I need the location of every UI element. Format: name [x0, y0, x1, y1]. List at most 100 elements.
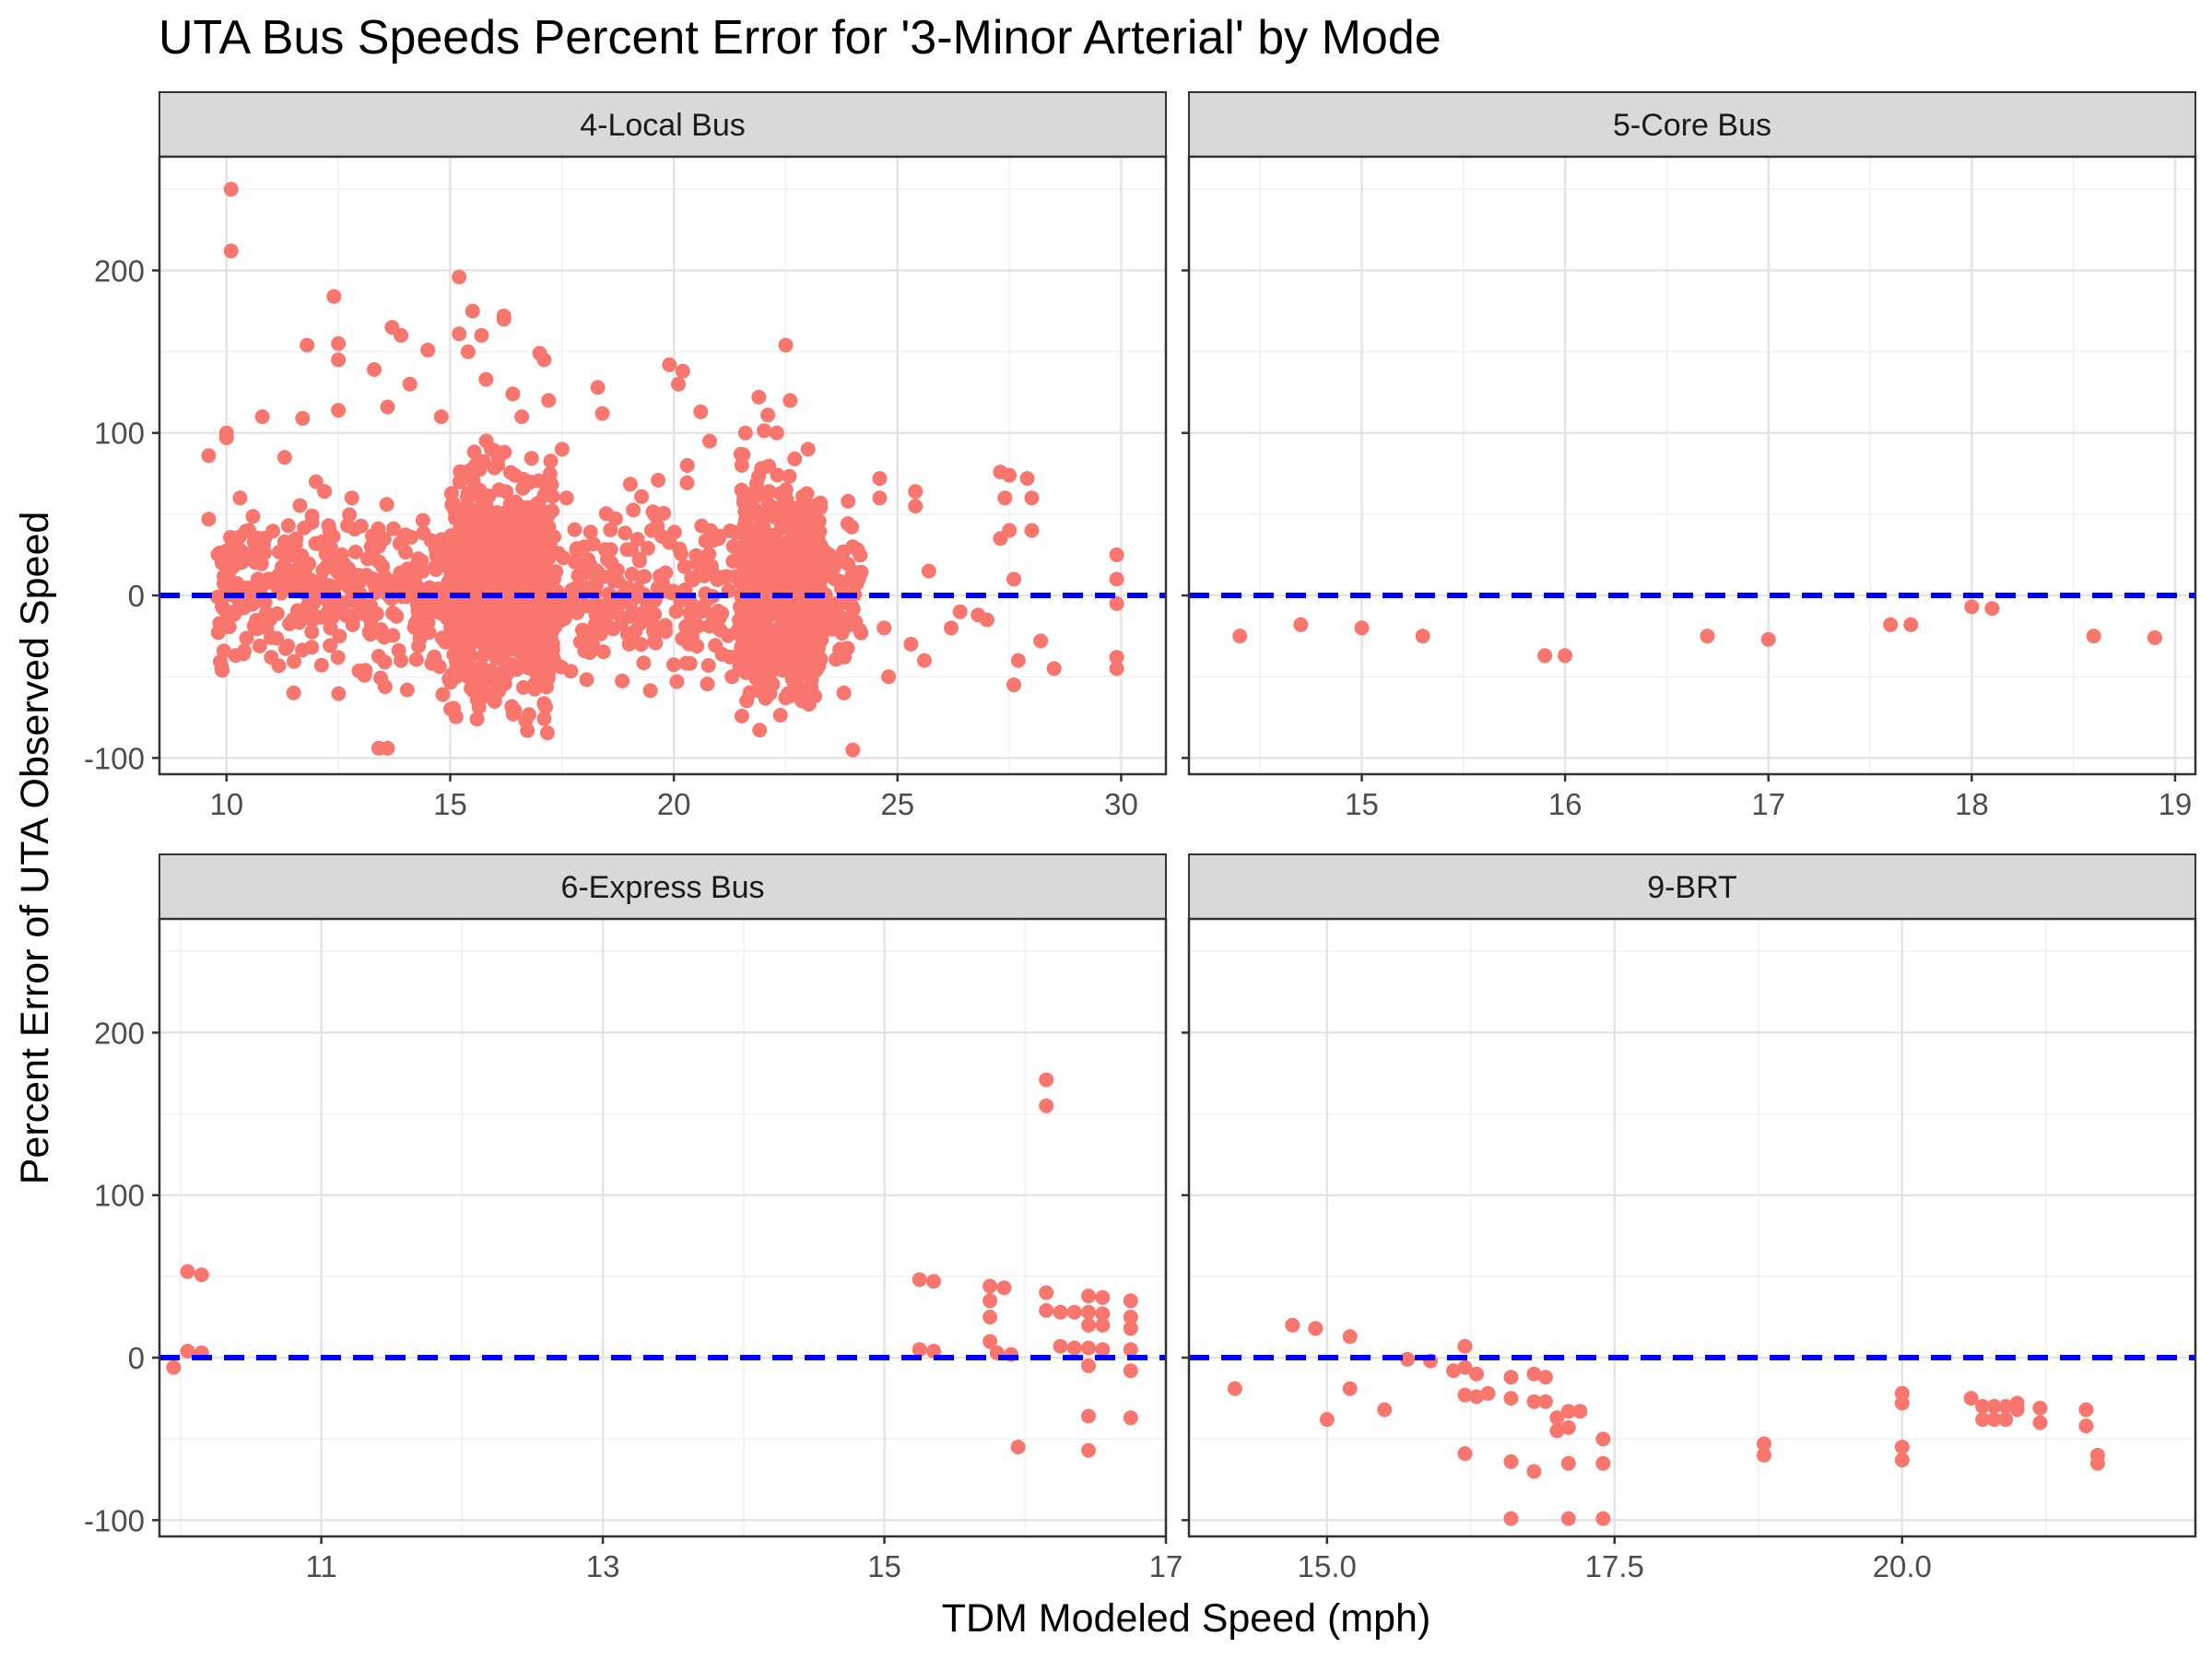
- data-point: [1046, 661, 1062, 677]
- data-point: [254, 409, 270, 425]
- data-point: [723, 649, 738, 665]
- data-point: [877, 620, 892, 636]
- y-tick-label: 0: [128, 579, 145, 613]
- data-point: [926, 1274, 941, 1289]
- data-point: [357, 667, 372, 683]
- data-point: [756, 519, 771, 535]
- data-point: [708, 638, 724, 653]
- data-point: [841, 493, 856, 509]
- data-point: [770, 467, 785, 483]
- data-point: [1081, 1358, 1096, 1373]
- x-tick-label: 15: [433, 787, 467, 821]
- data-point: [484, 531, 500, 547]
- data-point: [402, 376, 418, 392]
- data-point: [385, 628, 401, 643]
- data-point: [1469, 1366, 1484, 1382]
- y-tick-label: 200: [94, 1016, 145, 1050]
- data-point: [594, 406, 610, 421]
- x-tick-label: 18: [1955, 787, 1989, 821]
- data-point: [1549, 1410, 1565, 1426]
- data-point: [347, 544, 363, 559]
- data-point: [484, 441, 499, 457]
- data-point: [1039, 1072, 1054, 1088]
- data-point: [771, 653, 787, 667]
- data-point: [276, 450, 292, 465]
- data-point: [1095, 1342, 1111, 1358]
- data-point: [395, 532, 411, 547]
- data-point: [331, 352, 347, 368]
- data-point: [304, 624, 320, 640]
- data-point: [478, 371, 494, 387]
- data-point: [1285, 1317, 1300, 1333]
- data-point: [642, 683, 658, 699]
- data-point: [758, 487, 773, 502]
- data-point: [340, 518, 356, 534]
- data-point: [412, 630, 428, 646]
- data-point: [559, 490, 574, 506]
- data-point: [469, 712, 485, 727]
- data-point: [1984, 601, 2000, 617]
- y-tick-label: 100: [94, 417, 145, 451]
- data-point: [331, 335, 347, 351]
- data-point: [295, 410, 311, 426]
- data-point: [640, 540, 655, 556]
- data-point: [201, 512, 217, 527]
- data-point: [530, 496, 546, 512]
- data-point: [1293, 617, 1309, 632]
- data-point: [438, 580, 453, 595]
- data-point: [377, 654, 393, 670]
- data-point: [214, 663, 229, 678]
- data-point: [682, 655, 698, 671]
- data-point: [543, 453, 559, 469]
- y-tick-label: 200: [94, 253, 145, 288]
- data-point: [545, 488, 560, 504]
- data-point: [295, 642, 311, 658]
- data-point: [912, 1272, 927, 1288]
- data-point: [801, 697, 817, 712]
- data-point: [557, 598, 572, 613]
- data-point: [736, 491, 752, 507]
- data-point: [361, 624, 377, 640]
- data-point: [311, 536, 326, 551]
- data-point: [218, 604, 234, 619]
- data-point: [739, 611, 755, 627]
- data-point: [792, 680, 807, 696]
- data-point: [569, 581, 584, 596]
- data-point: [239, 630, 254, 646]
- data-point: [536, 711, 552, 726]
- data-point: [1975, 1398, 1991, 1414]
- data-point: [525, 530, 540, 546]
- data-point: [259, 620, 275, 636]
- data-point: [365, 547, 381, 562]
- data-point: [276, 534, 292, 549]
- data-point: [369, 606, 384, 621]
- data-point: [539, 725, 555, 741]
- x-tick-label: 17.5: [1585, 1549, 1644, 1583]
- data-point: [2078, 1402, 2094, 1418]
- data-point: [1109, 547, 1124, 562]
- data-point: [1308, 1321, 1324, 1336]
- data-point: [634, 488, 649, 504]
- data-point: [1319, 1412, 1335, 1428]
- data-point: [1558, 648, 1573, 664]
- data-point: [468, 588, 484, 604]
- data-point: [993, 531, 1008, 547]
- data-point: [1109, 571, 1124, 587]
- data-point: [787, 534, 803, 549]
- facet-label: 6-Express Bus: [560, 870, 764, 905]
- data-point: [1123, 1363, 1138, 1379]
- data-point: [732, 599, 747, 615]
- data-point: [1757, 1436, 1771, 1452]
- data-point: [1560, 1419, 1576, 1435]
- data-point: [747, 540, 762, 556]
- data-point: [466, 444, 482, 460]
- data-point: [1998, 1398, 2014, 1414]
- data-point: [1883, 617, 1899, 632]
- data-point: [804, 646, 819, 662]
- data-point: [1469, 1389, 1484, 1405]
- data-point: [743, 571, 759, 586]
- data-point: [394, 327, 409, 343]
- data-point: [590, 380, 606, 395]
- data-point: [281, 563, 297, 579]
- data-point: [426, 653, 441, 668]
